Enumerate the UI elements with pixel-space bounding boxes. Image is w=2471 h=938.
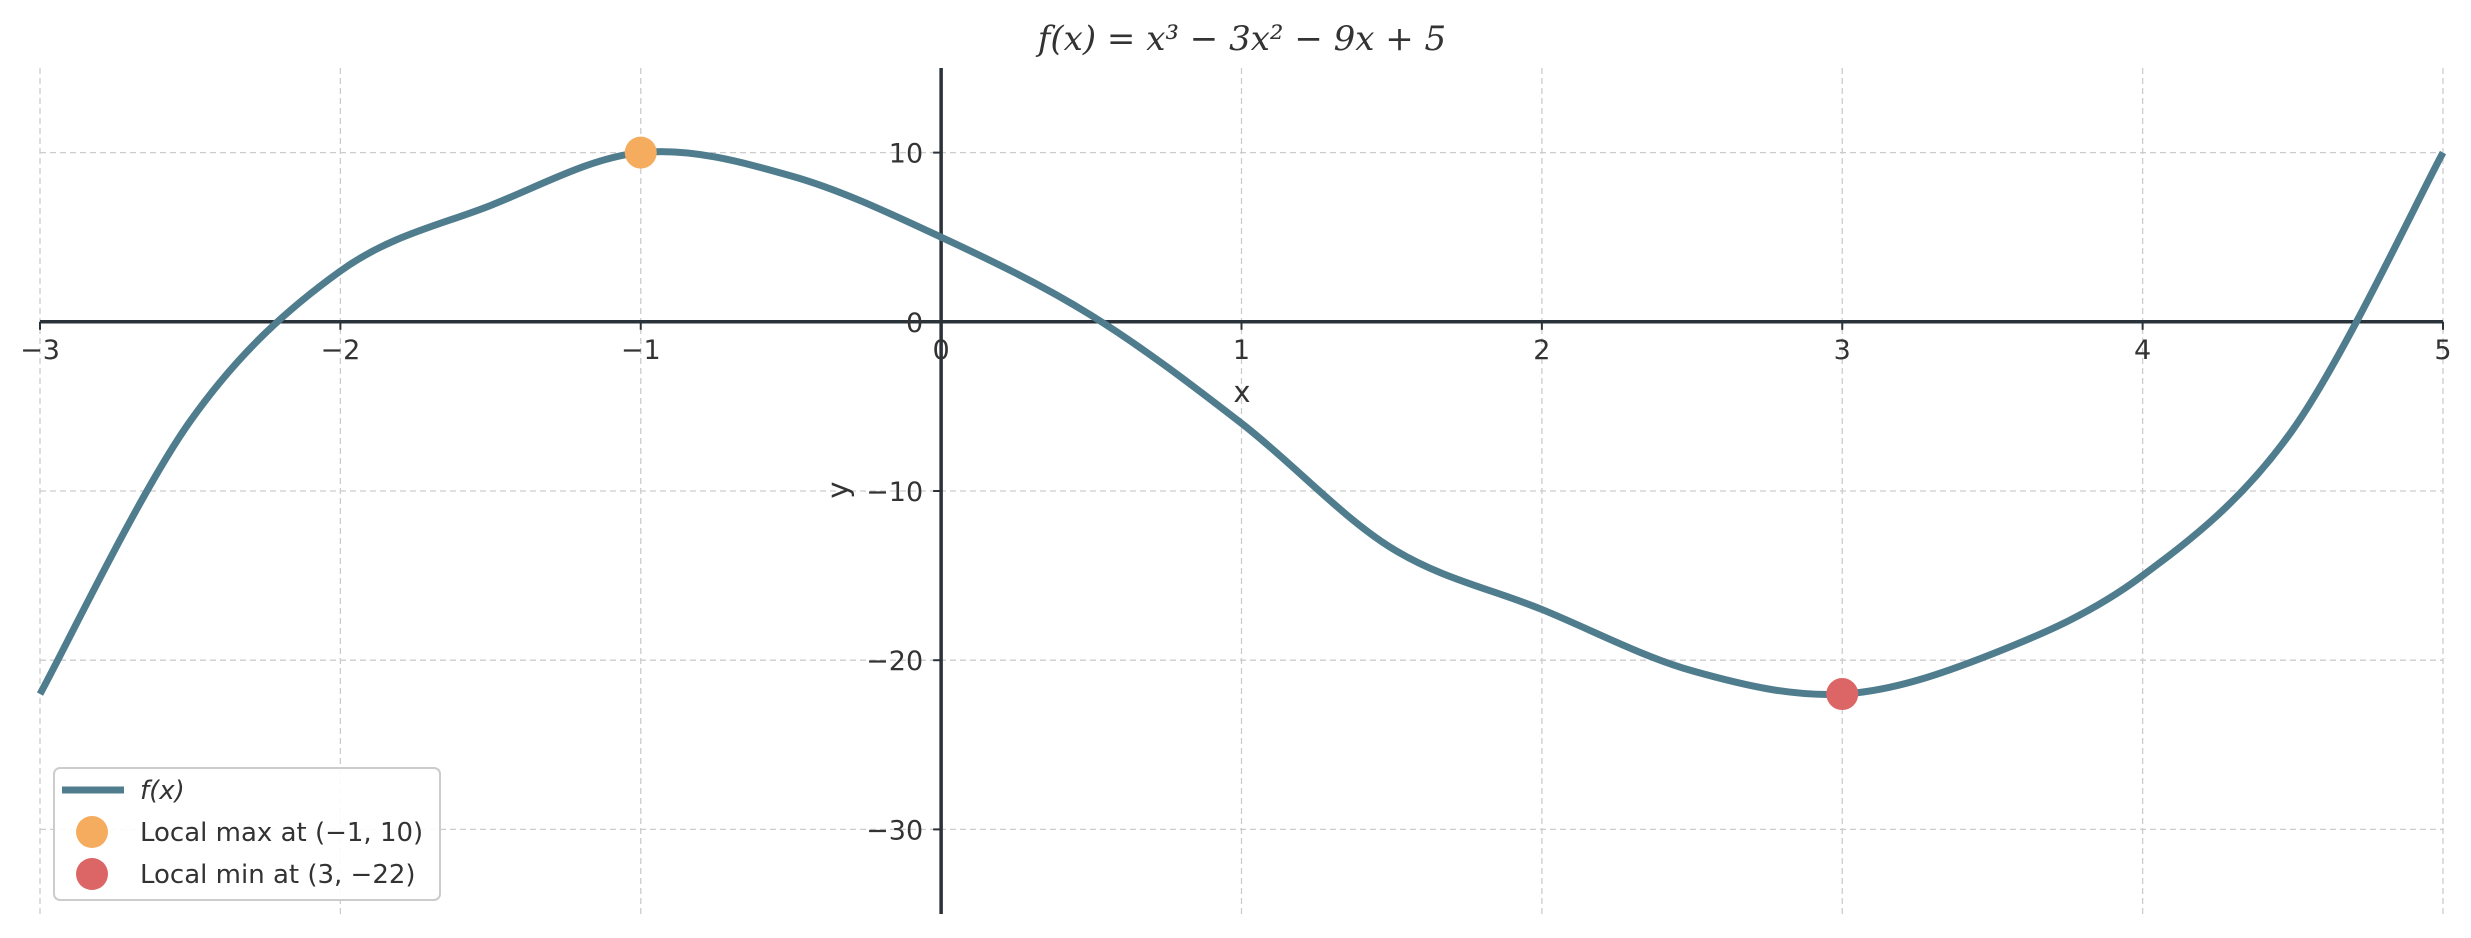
local-max-point: [624, 136, 657, 169]
legend: f(x) Local max at (−1, 10) Local min at …: [53, 767, 441, 901]
local-min-point: [1826, 678, 1859, 711]
y-tick-label: 10: [889, 139, 923, 170]
legend-box: [53, 767, 441, 901]
y-axis-label: y: [821, 481, 855, 498]
x-tick-label: −3: [20, 335, 60, 366]
x-tick-label: −1: [621, 335, 661, 366]
y-tick-label: 0: [906, 308, 923, 339]
legend-label-series: f(x): [140, 776, 185, 806]
x-tick-label: −2: [320, 335, 360, 366]
legend-label-local-max: Local max at (−1, 10): [140, 818, 423, 848]
x-axis-label: x: [1233, 375, 1250, 409]
legend-min-swatch: [76, 858, 108, 890]
legend-max-swatch: [76, 816, 108, 848]
x-tick-label: 0: [933, 335, 950, 366]
y-tick-label: −30: [866, 815, 923, 846]
x-tick-label: 1: [1233, 335, 1250, 366]
y-tick-label: −20: [866, 646, 923, 677]
series-layer: [36, 136, 2447, 711]
y-tick-label: −10: [866, 477, 923, 508]
chart-title: f(x) = x³ − 3x² − 9x + 5: [1035, 19, 1446, 59]
legend-label-local-min: Local min at (3, −22): [140, 860, 416, 890]
x-tick-label: 4: [2134, 335, 2151, 366]
series-line: [36, 148, 2447, 698]
x-tick-label: 2: [1533, 335, 1550, 366]
x-tick-label: 3: [1834, 335, 1851, 366]
x-tick-label: 5: [2434, 335, 2451, 366]
